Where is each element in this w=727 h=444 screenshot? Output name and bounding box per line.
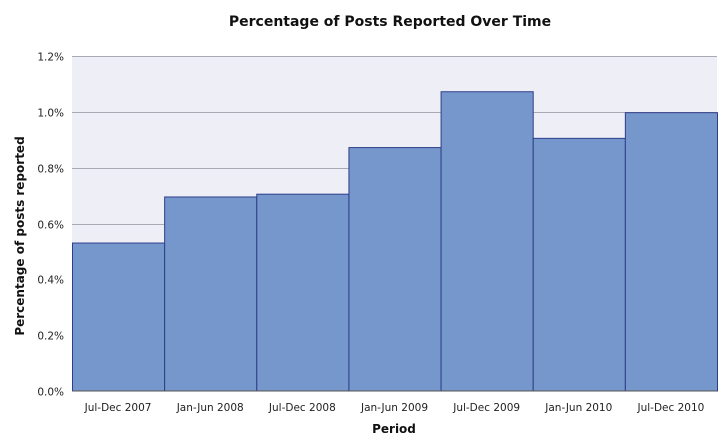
y-tick-label: 1.2% bbox=[37, 52, 64, 64]
x-axis-ticks: Jul-Dec 2007 Jan-Jun 2008 Jul-Dec 2008 Jan-… bbox=[84, 402, 705, 414]
y-tick-label: 0.8% bbox=[37, 164, 64, 176]
bar bbox=[72, 242, 166, 392]
bar bbox=[348, 147, 442, 392]
y-axis-label: Percentage of posts reported bbox=[13, 136, 27, 335]
bar bbox=[532, 137, 626, 392]
y-tick-label: 0.6% bbox=[37, 220, 64, 232]
bar bbox=[256, 193, 350, 392]
y-tick-label: 0.2% bbox=[37, 331, 64, 343]
bar bbox=[164, 196, 258, 392]
x-tick-label: Jul-Dec 2010 bbox=[637, 402, 705, 414]
y-axis-ticks: 0.0% 0.2% 0.4% 0.6% 0.8% 1.0% 1.2% bbox=[37, 52, 64, 399]
x-tick-label: Jan-Jun 2009 bbox=[360, 402, 428, 414]
bar bbox=[440, 91, 534, 392]
y-tick-label: 1.0% bbox=[37, 108, 64, 120]
x-tick-label: Jul-Dec 2007 bbox=[84, 402, 152, 414]
x-tick-label: Jul-Dec 2008 bbox=[268, 402, 336, 414]
y-tick-label: 0.4% bbox=[37, 275, 64, 287]
bar bbox=[624, 112, 718, 392]
x-tick-label: Jan-Jun 2010 bbox=[544, 402, 612, 414]
x-axis-label: Period bbox=[372, 422, 416, 436]
y-tick-label: 0.0% bbox=[37, 387, 64, 399]
x-tick-label: Jul-Dec 2009 bbox=[452, 402, 520, 414]
bars bbox=[72, 91, 718, 392]
x-tick-label: Jan-Jun 2008 bbox=[176, 402, 244, 414]
chart-title: Percentage of Posts Reported Over Time bbox=[229, 14, 551, 30]
